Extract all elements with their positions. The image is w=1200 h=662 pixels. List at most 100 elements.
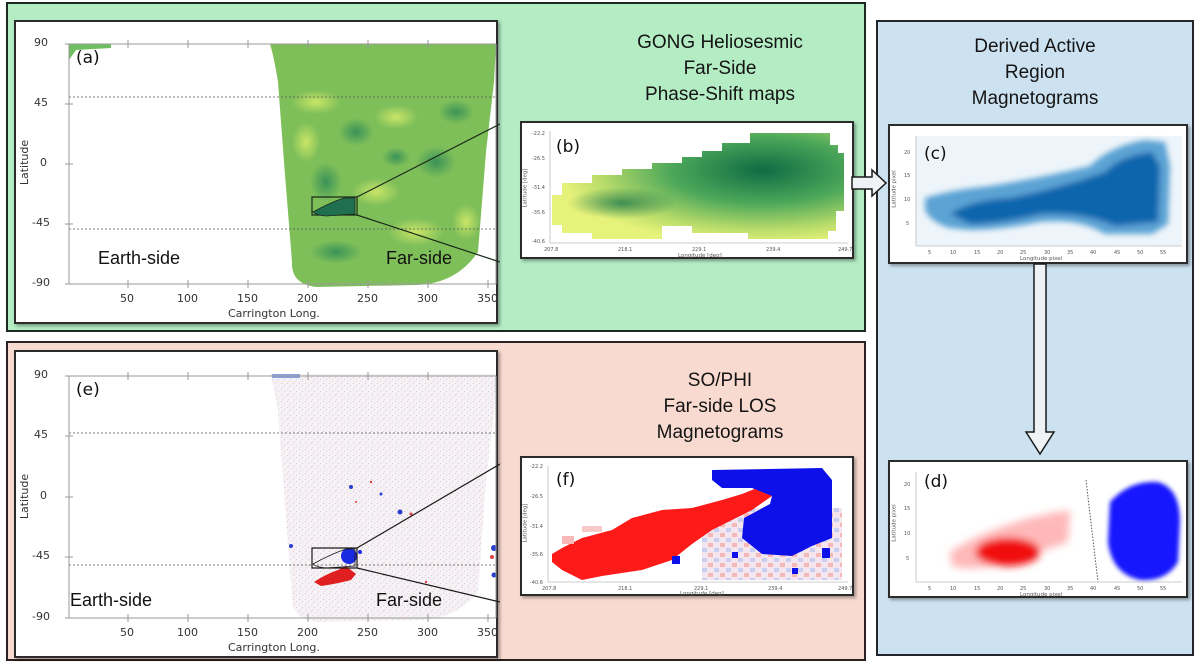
panel-b-map [549,131,848,244]
ytick: 20 [904,150,911,156]
ytick: -22.2 [532,131,545,137]
xtick: 200 [297,292,318,305]
ytick: -35.6 [530,552,543,558]
panel-letter-c: (c) [924,144,947,164]
panel-letter-d: (d) [924,472,949,492]
xtick: 250 [357,292,378,305]
ytick: -26.5 [530,494,543,500]
xtick: 100 [177,292,198,305]
xtick: 40 [1090,250,1097,256]
y-axis-title: Latitude [deg] [522,503,529,543]
xtick: 50 [1137,250,1144,256]
xtick: 229.1 [692,247,707,253]
xtick: 50 [120,626,134,639]
panel-e-map [65,372,500,622]
xtick: 10 [950,586,957,592]
xtick: 218.1 [618,586,633,592]
panel-f-plot: -22.2 -26.5 -31.4 -35.6 -40.6 Latitude [… [520,456,854,597]
xtick: 100 [177,626,198,639]
x-axis-title: Longitude pixel [1020,592,1063,598]
ytick: -26.5 [532,156,545,162]
x-axis-title: Longitude [deg] [680,591,724,597]
panel-c-plot: 20 15 10 5 Latitude pixel 5 10 15 20 25 … [888,124,1188,264]
far-side-label: Far-side [386,248,453,268]
arrow-right-icon [851,168,888,198]
ytick: -90 [32,610,50,623]
xtick: 207.8 [544,247,559,253]
xtick: 40 [1090,586,1097,592]
xtick: 249.7 [838,247,853,253]
ytick: 15 [904,506,911,512]
y-axis-title: Latitude [18,139,32,186]
ytick: 45 [34,96,48,109]
xtick: 200 [297,626,318,639]
ytick: 5 [906,221,910,227]
xtick: 207.8 [542,586,557,592]
derived-title: Derived Active Region Magnetograms [971,36,1099,109]
xtick: 45 [1114,586,1121,592]
arrow-down-icon [1024,263,1056,456]
xtick: 25 [1020,586,1027,592]
ytick: 45 [34,428,48,441]
xtick: 350 [477,292,498,305]
x-axis-title: Carrington Long. [228,641,320,654]
panel-a-plot: 90 45 0 -45 -90 Latitude 50 100 150 200 … [14,20,500,324]
xtick: 300 [417,292,438,305]
ytick: -22.2 [530,464,543,470]
panel-c-map [915,136,1182,247]
xtick: 150 [237,292,258,305]
panel-b-plot: -22.2 -26.5 -31.4 -35.6 -40.6 Latitude [… [520,121,854,259]
xtick: 218.1 [618,247,633,253]
ytick: -45 [32,216,50,229]
panel-d-plot: 20 15 10 5 Latitude pixel 5 10 15 20 25 … [888,460,1188,598]
ytick: 5 [906,556,910,562]
xtick: 350 [477,626,498,639]
xtick: 25 [1020,250,1027,256]
xtick: 150 [237,626,258,639]
xtick: 15 [974,250,981,256]
panel-e-plot: 90 45 0 -45 -90 Latitude 50 100 150 200 … [14,350,500,658]
panel-f-map [547,466,848,583]
panel-letter-f: (f) [556,470,576,490]
ytick: -40.6 [532,239,545,245]
xtick: 239.4 [768,586,783,592]
earth-side-label: Earth-side [70,590,153,610]
ytick: 10 [904,531,911,537]
y-axis-title: Latitude [18,473,32,520]
xtick: 45 [1114,250,1121,256]
xtick: 229.1 [694,586,709,592]
ytick: 0 [40,156,47,169]
y-axis-title: Latitude [deg] [522,168,529,208]
xtick: 249.7 [838,586,853,592]
xtick: 30 [1044,250,1051,256]
xtick: 55 [1160,250,1167,256]
xtick: 250 [357,626,378,639]
ytick: -31.4 [532,185,545,191]
panel-letter-b: (b) [556,137,581,157]
panel-d-map [915,472,1182,583]
x-axis-title: Longitude [deg] [678,253,722,259]
gong-title: GONG Heliosesmic Far-Side Phase-Shift ma… [637,32,803,105]
xtick: 35 [1067,586,1074,592]
y-axis-title: Latitude pixel [891,504,898,542]
xtick: 20 [997,586,1004,592]
x-axis-title: Carrington Long. [228,307,320,320]
x-axis-title: Longitude pixel [1020,256,1063,262]
xtick: 300 [417,626,438,639]
xtick: 239.4 [766,247,781,253]
ytick: 90 [34,368,48,381]
xtick: 15 [974,586,981,592]
xtick: 5 [928,586,932,592]
ytick: -31.4 [530,524,543,530]
ytick: 90 [34,36,48,49]
ytick: -45 [32,549,50,562]
xtick: 55 [1160,586,1167,592]
far-side-label: Far-side [376,590,443,610]
xtick: 20 [997,250,1004,256]
ytick: 15 [904,173,911,179]
panel-letter-e: (e) [76,380,100,400]
sophi-title: SO/PHI Far-side LOS Magnetograms [656,370,784,443]
xtick: 50 [120,292,134,305]
ytick: 10 [904,197,911,203]
xtick: 50 [1137,586,1144,592]
